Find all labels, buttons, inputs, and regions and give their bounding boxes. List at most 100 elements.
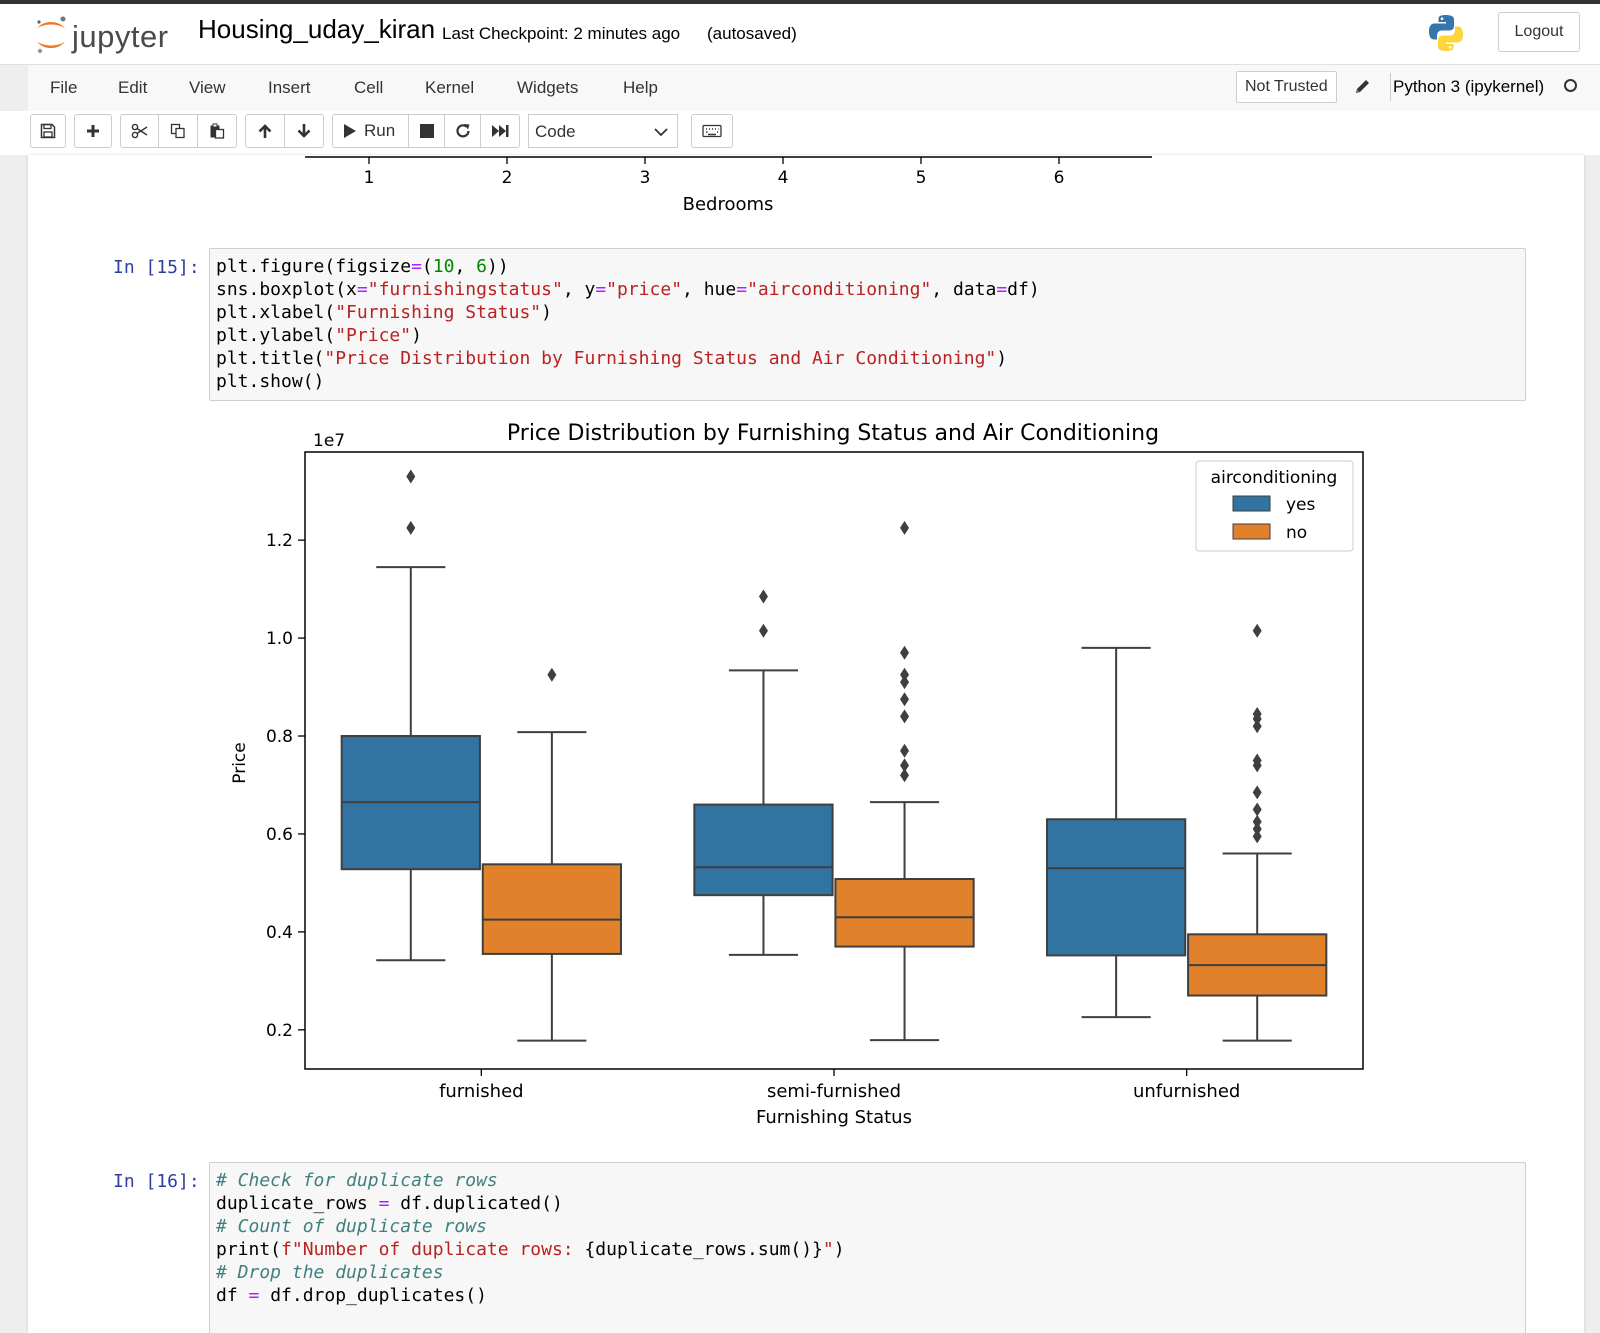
kernel-idle-icon: [1564, 79, 1577, 92]
code-token: # Check for duplicate rows: [216, 1170, 498, 1191]
run-label: Run: [364, 121, 396, 140]
cut-button[interactable]: [120, 114, 159, 148]
copy-icon: [170, 123, 186, 139]
menu-help[interactable]: Help: [623, 78, 658, 97]
outlier-point: [900, 709, 910, 724]
restart-button[interactable]: [444, 114, 481, 148]
box-yes-2: [1046, 646, 1187, 1019]
save-button[interactable]: [30, 114, 66, 148]
code-token: duplicate_rows: [216, 1193, 379, 1214]
menu-insert[interactable]: Insert: [268, 78, 311, 97]
outlier-point: [1252, 802, 1262, 817]
menu-kernel[interactable]: Kernel: [425, 78, 475, 97]
code-line: plt.show(): [216, 370, 1040, 393]
code-line: plt.xlabel("Furnishing Status"): [216, 301, 1040, 324]
code-cell-input[interactable]: # Check for duplicate rows duplicate_rows…: [209, 1162, 1526, 1333]
legend: airconditioning yes no: [1195, 460, 1354, 552]
legend-swatch-no: [1232, 523, 1271, 540]
menu-edit[interactable]: Edit: [118, 78, 148, 97]
code-token: df): [1007, 279, 1040, 300]
run-button[interactable]: Run: [332, 114, 409, 148]
command-palette-button[interactable]: [691, 114, 733, 148]
prev-x-tick-label: 1: [364, 168, 375, 188]
outlier-point: [900, 743, 910, 758]
jupyter-logo[interactable]: jupyter: [32, 14, 182, 58]
kernel-divider: [1390, 73, 1391, 101]
outlier-point: [547, 667, 557, 682]
box-iqr: [481, 863, 622, 955]
code-token: ,: [454, 256, 477, 277]
code-token: =: [996, 279, 1008, 300]
menu-cell[interactable]: Cell: [354, 78, 384, 97]
prev-x-tick-label: 6: [1054, 168, 1065, 188]
outlier-point: [1252, 814, 1262, 829]
x-tick-label: semi-furnished: [767, 1081, 901, 1102]
code-token: =: [248, 1285, 260, 1306]
code-token: df: [216, 1285, 249, 1306]
outlier-point: [406, 520, 416, 535]
cell-type-value: Code: [535, 122, 576, 141]
outlier-point: [1252, 719, 1262, 734]
outlier-point: [1252, 623, 1262, 638]
code-token: f"Number of duplicate rows:: [281, 1239, 585, 1260]
code-token: 10: [432, 256, 455, 277]
python-logo-icon: [1426, 13, 1466, 58]
insert-cell-button[interactable]: [74, 114, 112, 148]
box-iqr: [1046, 818, 1187, 957]
menu-file[interactable]: File: [50, 78, 78, 97]
pencil-icon[interactable]: [1354, 77, 1372, 100]
toolbar: Run Code: [0, 111, 1600, 155]
box-series: [340, 469, 1328, 1042]
code-token: plt.ylabel(: [216, 325, 336, 346]
notebook-page: 1 2 3 4 5 6 Bedrooms Price Distribution by Fu…: [28, 155, 1584, 1333]
code-token: ): [541, 302, 552, 323]
kernel-name[interactable]: Python 3 (ipykernel): [1393, 77, 1545, 96]
code-token: =: [411, 256, 422, 277]
jupyter-logo-icon: [37, 16, 66, 54]
chevron-down-icon: [653, 115, 669, 161]
x-axis-label: Furnishing Status: [756, 1107, 912, 1128]
plus-icon: [85, 123, 101, 139]
run-all-button[interactable]: [480, 114, 520, 148]
y-tick-label: 0.2: [266, 1021, 293, 1041]
copy-button[interactable]: [158, 114, 198, 148]
interrupt-button[interactable]: [408, 114, 445, 148]
outlier-point: [1252, 822, 1262, 837]
move-up-button[interactable]: [245, 114, 285, 148]
code-token: (: [421, 256, 433, 277]
code-token: plt.title(: [216, 348, 325, 369]
legend-label-no: no: [1286, 523, 1307, 543]
paste-button[interactable]: [197, 114, 237, 148]
outlier-point: [406, 469, 416, 484]
chart-title: Price Distribution by Furnishing Status …: [507, 421, 1159, 446]
menu-widgets[interactable]: Widgets: [517, 78, 579, 97]
prev-x-tick-label: 5: [916, 168, 927, 188]
code-cell-input[interactable]: plt.figure(figsize=(10, 6)) sns.boxplot(x…: [209, 248, 1526, 401]
code-token: , data: [931, 279, 997, 300]
move-down-button[interactable]: [284, 114, 324, 148]
cell-type-select[interactable]: Code: [528, 114, 678, 148]
code-token: "Price Distribution by Furnishing Status…: [324, 348, 997, 369]
y-tick-label: 1.2: [266, 531, 293, 551]
not-trusted-button[interactable]: Not Trusted: [1236, 71, 1337, 103]
code-block: plt.figure(figsize=(10, 6)) sns.boxplot(x…: [216, 255, 1040, 393]
menu-view[interactable]: View: [189, 78, 226, 97]
notebook-name[interactable]: Housing_uday_kiran: [198, 14, 436, 44]
x-tick-label: unfurnished: [1133, 1081, 1240, 1102]
outlier-point: [900, 768, 910, 783]
code-token: ): [996, 348, 1008, 369]
code-line: print(f"Number of duplicate rows: {dupli…: [216, 1238, 845, 1261]
code-token: , y: [562, 279, 596, 300]
code-token: ": [822, 1239, 834, 1260]
code-token: =: [378, 1193, 390, 1214]
arrow-down-icon: [296, 123, 312, 139]
outlier-point: [1252, 829, 1262, 844]
plot-frame: [304, 451, 1364, 1070]
cell-prompt: In [16]:: [113, 1171, 200, 1192]
logout-button[interactable]: Logout: [1498, 12, 1580, 52]
outlier-point: [900, 675, 910, 690]
box-no-0: [481, 667, 622, 1042]
restart-icon: [455, 123, 471, 139]
code-token: # Count of duplicate rows: [216, 1216, 487, 1237]
legend-swatch-yes: [1232, 495, 1271, 512]
